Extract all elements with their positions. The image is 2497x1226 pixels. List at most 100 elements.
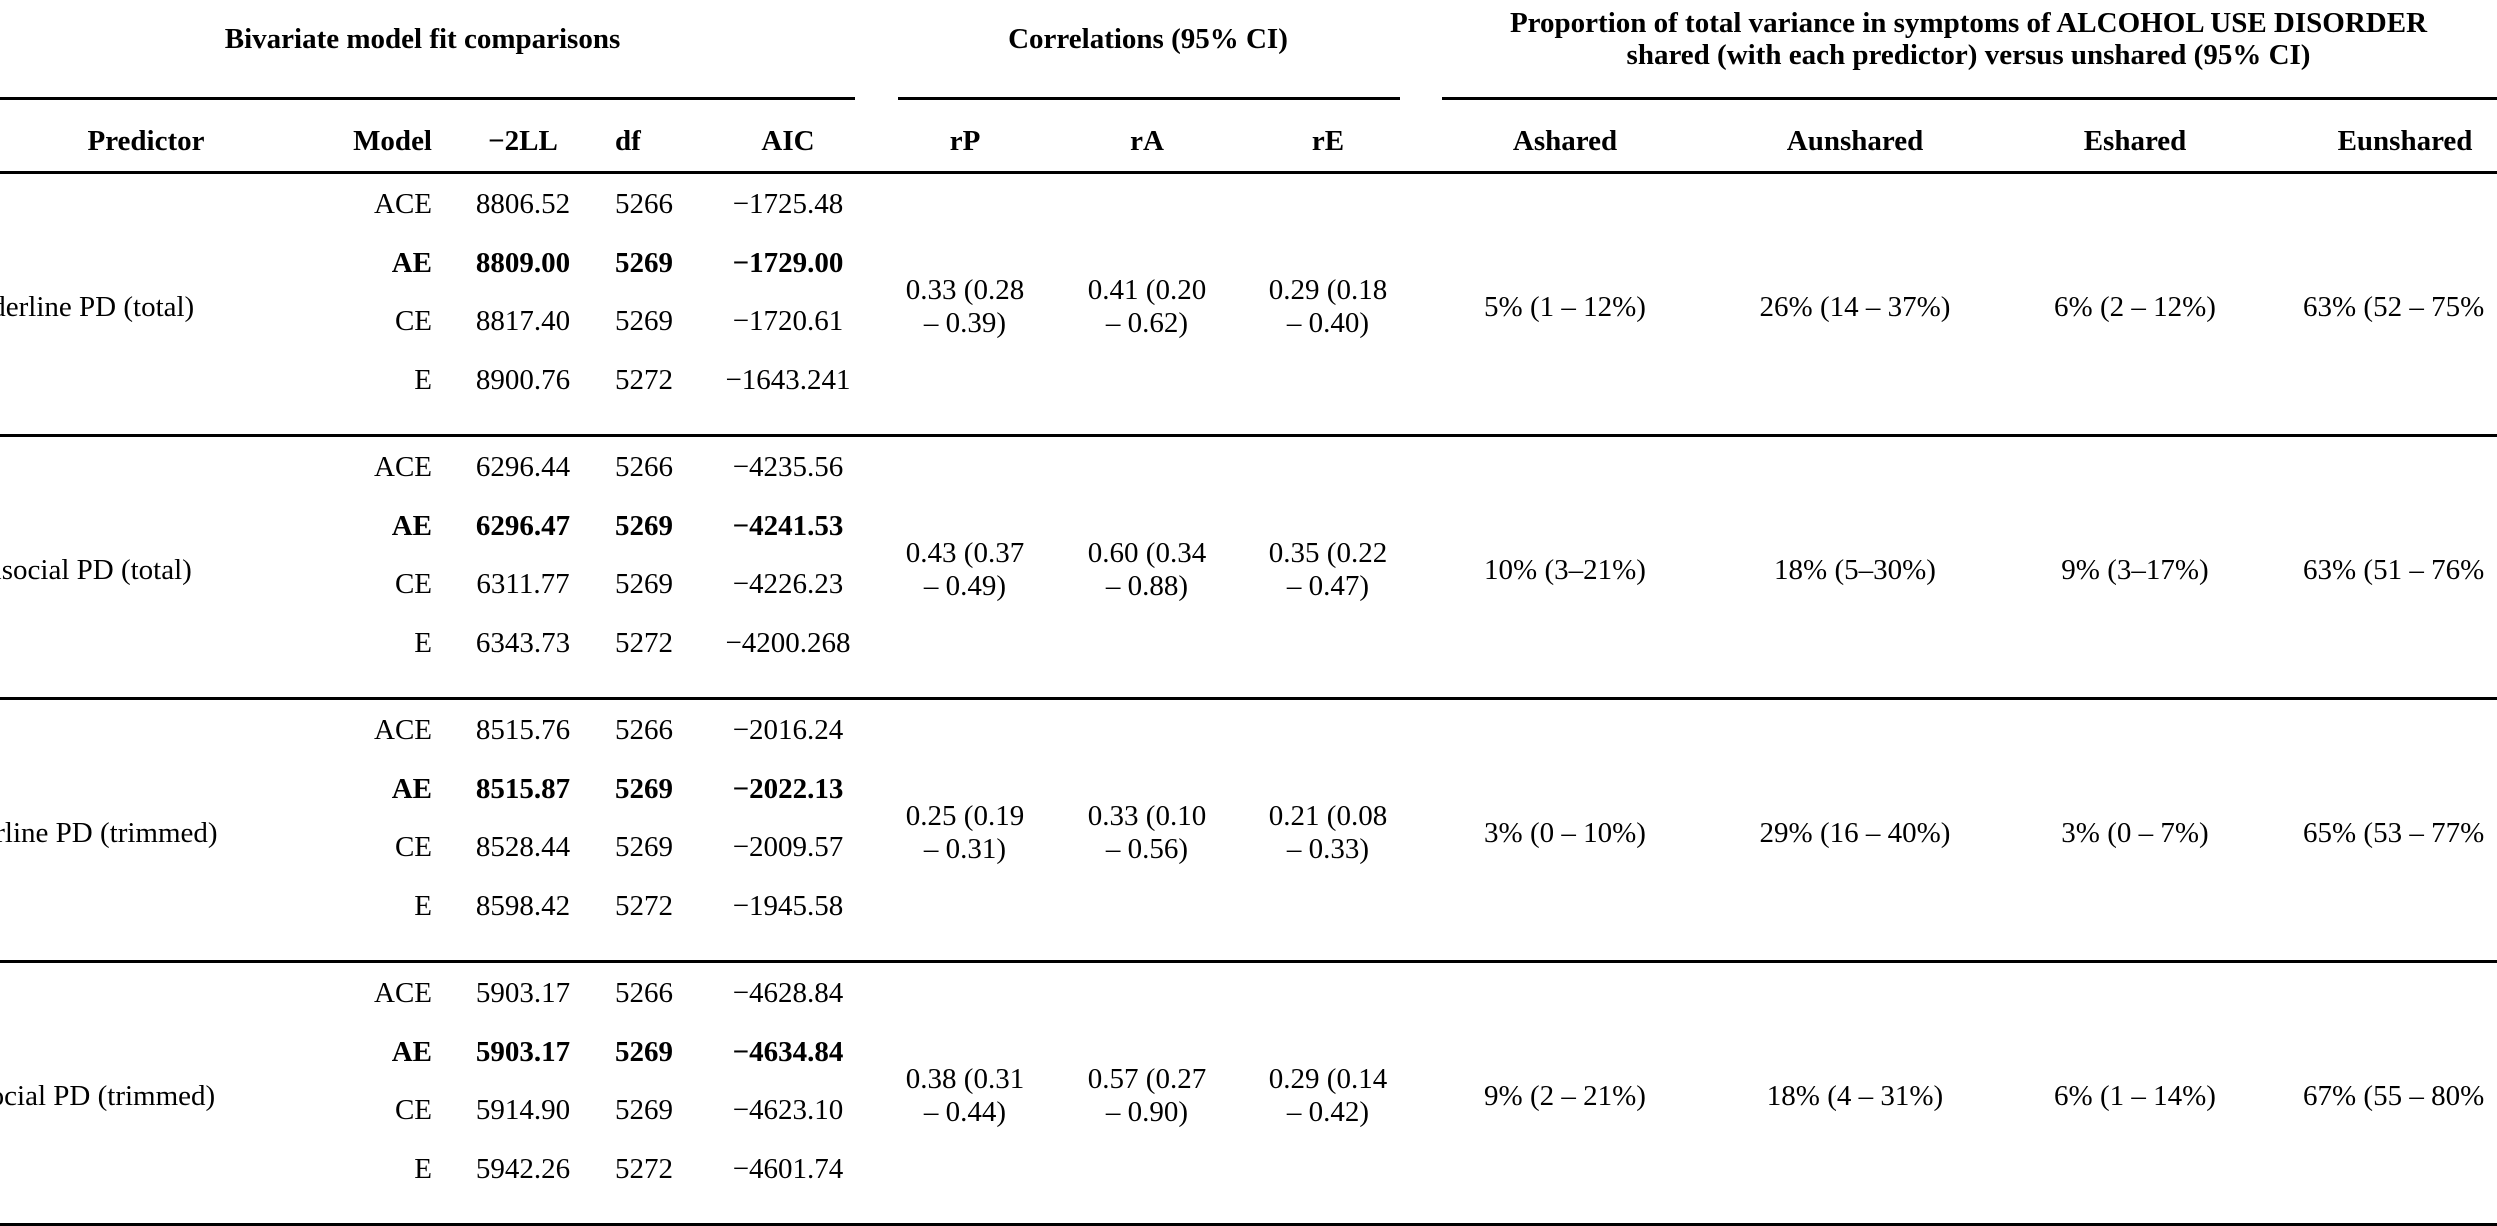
- model-cell: ACE: [374, 977, 432, 1009]
- ashared-cell: 9% (2 – 21%): [1484, 1080, 1646, 1113]
- col-header-ra: rA: [1130, 125, 1164, 157]
- correlations-underline: [898, 97, 1400, 100]
- predictor-label: Borderline PD (trimmed): [0, 817, 218, 850]
- neg2ll-cell: 6296.44: [475, 451, 571, 483]
- ashared-cell: 10% (3–21%): [1484, 554, 1646, 587]
- model-cell: CE: [394, 568, 432, 601]
- df-cell: 5269: [615, 1035, 673, 1068]
- aic-cell: −2016.24: [732, 714, 844, 746]
- model-cell: ACE: [374, 451, 432, 483]
- neg2ll-cell: 8515.76: [475, 714, 571, 746]
- variance-group-header-line2: shared (with each predictor) versus unsh…: [1626, 39, 2311, 71]
- eunshared-cell: 63% (52 – 75%: [2303, 291, 2485, 324]
- aic-cell: −4235.56: [732, 451, 844, 483]
- neg2ll-cell: 8900.76: [475, 364, 571, 397]
- col-header-rp: rP: [949, 125, 981, 157]
- model-cell: CE: [394, 305, 432, 338]
- model-cell: E: [414, 364, 432, 397]
- aic-cell: −4601.74: [732, 1153, 844, 1186]
- eshared-cell: 6% (1 – 14%): [2054, 1080, 2216, 1113]
- df-cell: 5269: [615, 509, 673, 542]
- df-cell: 5269: [615, 1094, 673, 1127]
- aunshared-cell: 29% (16 – 40%): [1759, 817, 1951, 850]
- header-bottom-rule: [0, 171, 2497, 174]
- group-separator-rule: [0, 960, 2497, 963]
- ashared-cell: 3% (0 – 10%): [1484, 817, 1646, 850]
- neg2ll-cell: 8528.44: [475, 831, 571, 864]
- ra-cell: 0.60 (0.34 – 0.88): [1087, 537, 1207, 603]
- aic-cell: −1643.241: [725, 364, 851, 397]
- df-cell: 5266: [615, 188, 673, 220]
- model-cell: E: [414, 890, 432, 923]
- ra-cell: 0.33 (0.10 – 0.56): [1087, 800, 1207, 866]
- aic-cell: −4241.53: [732, 509, 844, 542]
- aic-cell: −4634.84: [732, 1035, 844, 1068]
- aic-cell: −4226.23: [732, 568, 844, 601]
- model-fit-group-header: Bivariate model fit comparisons: [224, 23, 621, 55]
- df-cell: 5269: [615, 568, 673, 601]
- col-header-predictor: Predictor: [87, 125, 205, 157]
- re-cell: 0.21 (0.08 – 0.33): [1268, 800, 1388, 866]
- neg2ll-cell: 5903.17: [475, 1035, 571, 1068]
- col-header-aunshared: Aunshared: [1786, 125, 1924, 157]
- model-cell: CE: [394, 1094, 432, 1127]
- col-header-model: Model: [353, 125, 432, 157]
- col-header-df: df: [615, 125, 641, 157]
- neg2ll-cell: 8817.40: [475, 305, 571, 338]
- neg2ll-cell: 6343.73: [475, 627, 571, 660]
- col-header-ashared: Ashared: [1512, 125, 1618, 157]
- model-cell: AE: [391, 509, 432, 542]
- aic-cell: −4628.84: [732, 977, 844, 1009]
- eunshared-cell: 65% (53 – 77%: [2303, 817, 2485, 850]
- model-cell: E: [414, 627, 432, 660]
- ashared-cell: 5% (1 – 12%): [1484, 291, 1646, 324]
- aic-cell: −2009.57: [732, 831, 844, 864]
- re-cell: 0.35 (0.22 – 0.47): [1268, 537, 1388, 603]
- aic-cell: −2022.13: [732, 772, 844, 805]
- df-cell: 5272: [615, 890, 673, 923]
- model-cell: ACE: [374, 714, 432, 746]
- variance-group-header-line1: Proportion of total variance in symptoms…: [1509, 7, 2428, 39]
- rp-cell: 0.33 (0.28 – 0.39): [905, 274, 1025, 340]
- group-separator-rule: [0, 697, 2497, 700]
- neg2ll-cell: 8809.00: [475, 246, 571, 279]
- neg2ll-cell: 5914.90: [475, 1094, 571, 1127]
- neg2ll-cell: 5942.26: [475, 1153, 571, 1186]
- df-cell: 5272: [615, 627, 673, 660]
- neg2ll-cell: 8515.87: [475, 772, 571, 805]
- correlations-group-header: Correlations (95% CI): [1008, 23, 1288, 55]
- df-cell: 5269: [615, 305, 673, 338]
- col-header-neg2ll: −2LL: [488, 125, 558, 157]
- model-cell: E: [414, 1153, 432, 1186]
- eunshared-cell: 67% (55 – 80%: [2303, 1080, 2485, 1113]
- ra-cell: 0.57 (0.27 – 0.90): [1087, 1063, 1207, 1129]
- predictor-label: Antisocial PD (total): [0, 554, 192, 587]
- model-fit-underline: [0, 97, 855, 100]
- variance-underline: [1442, 97, 2497, 100]
- eunshared-cell: 63% (51 – 76%: [2303, 554, 2485, 587]
- model-cell: AE: [391, 1035, 432, 1068]
- df-cell: 5272: [615, 364, 673, 397]
- neg2ll-cell: 5903.17: [475, 977, 571, 1009]
- re-cell: 0.29 (0.14 – 0.42): [1268, 1063, 1388, 1129]
- group-separator-rule: [0, 434, 2497, 437]
- predictor-label: Antisocial PD (trimmed): [0, 1080, 216, 1113]
- rp-cell: 0.25 (0.19 – 0.31): [905, 800, 1025, 866]
- model-cell: AE: [391, 246, 432, 279]
- aunshared-cell: 18% (4 – 31%): [1766, 1080, 1944, 1113]
- ra-cell: 0.41 (0.20 – 0.62): [1087, 274, 1207, 340]
- df-cell: 5272: [615, 1153, 673, 1186]
- neg2ll-cell: 6296.47: [475, 509, 571, 542]
- aunshared-cell: 26% (14 – 37%): [1759, 291, 1951, 324]
- model-cell: CE: [394, 831, 432, 864]
- col-header-eunshared: Eunshared: [2337, 125, 2473, 157]
- df-cell: 5269: [615, 831, 673, 864]
- rp-cell: 0.38 (0.31 – 0.44): [905, 1063, 1025, 1129]
- df-cell: 5266: [615, 451, 673, 483]
- rp-cell: 0.43 (0.37 – 0.49): [905, 537, 1025, 603]
- aunshared-cell: 18% (5–30%): [1774, 554, 1936, 587]
- df-cell: 5266: [615, 714, 673, 746]
- aic-cell: −1725.48: [732, 188, 844, 220]
- neg2ll-cell: 8598.42: [475, 890, 571, 923]
- df-cell: 5266: [615, 977, 673, 1009]
